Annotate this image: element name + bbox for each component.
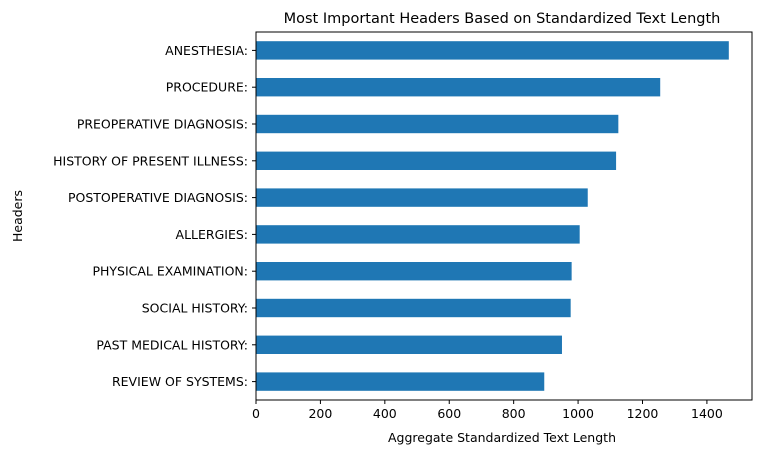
- y-tick-label: PREOPERATIVE DIAGNOSIS:: [77, 117, 248, 132]
- bar: [256, 372, 545, 391]
- bar: [256, 188, 588, 207]
- x-axis-ticks: 0 200 400 600 800 1000 1200 1400: [252, 400, 723, 421]
- chart-title: Most Important Headers Based on Standard…: [284, 11, 721, 27]
- y-tick-label: PROCEDURE:: [166, 80, 248, 95]
- y-axis-label: Headers: [10, 190, 25, 242]
- y-tick-label: ANESTHESIA:: [165, 43, 248, 58]
- bar: [256, 298, 571, 318]
- y-tick-label: HISTORY OF PRESENT ILLNESS:: [53, 153, 248, 168]
- x-axis-label: Aggregate Standardized Text Length: [388, 430, 616, 445]
- bar: [256, 151, 617, 170]
- bar: [256, 41, 729, 60]
- bar: [256, 262, 572, 281]
- plot-frame: [255, 31, 753, 401]
- y-tick-label: PAST MEDICAL HISTORY:: [96, 337, 248, 352]
- y-tick-label: PHYSICAL EXAMINATION:: [92, 264, 248, 279]
- y-tick-label: POSTOPERATIVE DIAGNOSIS:: [68, 190, 248, 205]
- bar: [256, 335, 562, 354]
- bar: [256, 114, 619, 134]
- x-tick-label: 1200: [627, 406, 659, 421]
- bar: [256, 78, 661, 97]
- x-tick-label: 400: [373, 406, 397, 421]
- x-tick-label: 200: [308, 406, 332, 421]
- bars-group: [256, 41, 729, 391]
- y-tick-label: SOCIAL HISTORY:: [142, 301, 248, 316]
- bar: [256, 225, 580, 244]
- x-tick-label: 0: [252, 406, 260, 421]
- x-tick-label: 600: [437, 406, 461, 421]
- x-tick-label: 1000: [562, 406, 594, 421]
- y-axis-ticks: ANESTHESIA: PROCEDURE: PREOPERATIVE DIAGNO…: [53, 43, 256, 389]
- y-tick-label: REVIEW OF SYSTEMS:: [112, 374, 248, 389]
- y-tick-label: ALLERGIES:: [176, 227, 248, 242]
- x-tick-label: 800: [502, 406, 526, 421]
- x-tick-label: 1400: [691, 406, 723, 421]
